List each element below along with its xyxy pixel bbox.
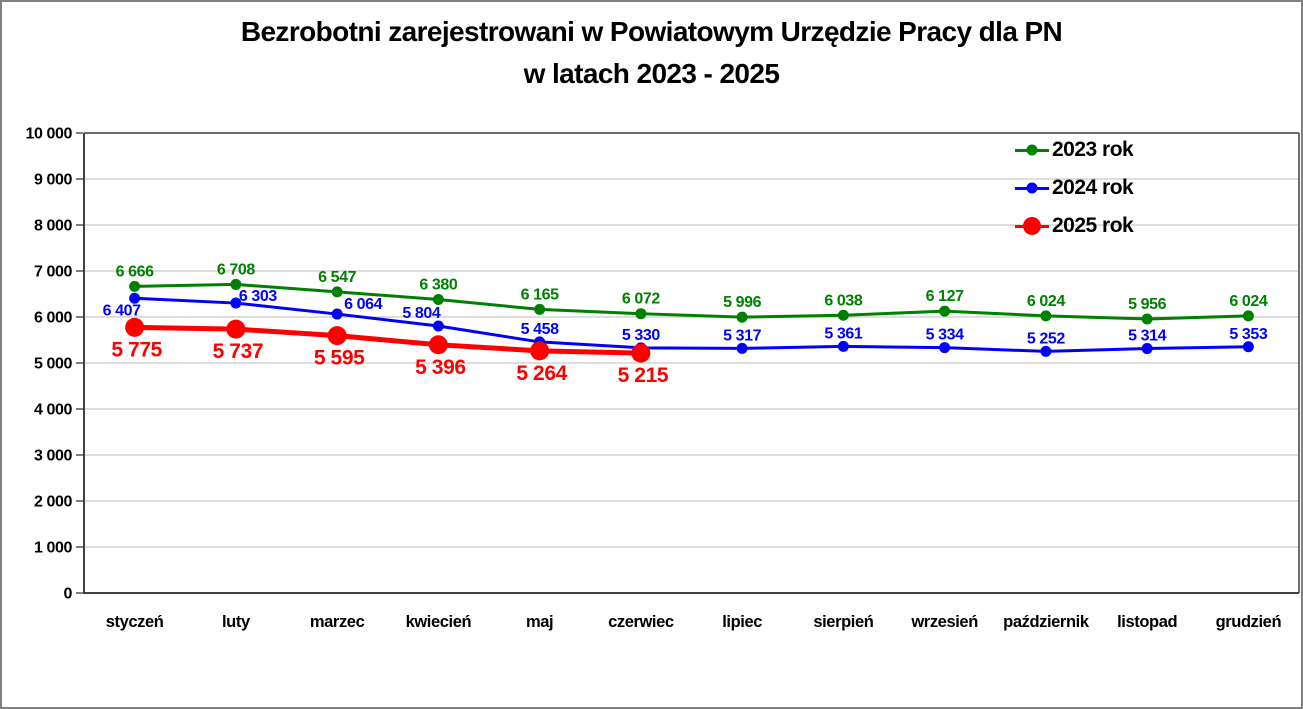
data-point xyxy=(534,303,546,315)
y-axis-label: 7 000 xyxy=(34,264,73,281)
data-point xyxy=(631,343,651,363)
data-label: 6 064 xyxy=(344,296,383,313)
data-label: 6 666 xyxy=(116,263,155,280)
data-label: 5 458 xyxy=(521,321,560,338)
data-label: 6 380 xyxy=(419,277,458,294)
y-axis-label: 0 xyxy=(64,586,73,603)
x-axis-label: maj xyxy=(526,613,553,631)
y-axis-label: 8 000 xyxy=(34,218,73,235)
y-axis-label: 4 000 xyxy=(34,402,73,419)
x-axis-label: lipiec xyxy=(722,613,762,631)
data-point xyxy=(230,297,242,309)
legend-item-2024-rok: 2024 rok xyxy=(1015,169,1134,207)
data-label: 6 407 xyxy=(103,302,142,319)
data-point xyxy=(736,342,748,354)
y-axis-label: 9 000 xyxy=(34,172,73,189)
data-label: 5 264 xyxy=(516,362,567,385)
data-point xyxy=(1040,345,1052,357)
data-label: 5 314 xyxy=(1128,328,1167,345)
data-point xyxy=(1242,341,1254,353)
data-point xyxy=(1141,313,1153,325)
x-axis-label: grudzień xyxy=(1216,613,1282,631)
x-axis-label: wrzesień xyxy=(910,613,978,631)
x-axis-label: luty xyxy=(222,613,251,631)
data-point xyxy=(129,280,141,292)
data-label: 6 165 xyxy=(521,286,560,303)
data-point xyxy=(331,286,343,298)
data-point xyxy=(125,317,145,337)
data-point xyxy=(432,320,444,332)
y-axis-label: 10 000 xyxy=(25,126,72,143)
data-point xyxy=(230,278,242,290)
data-label: 5 215 xyxy=(618,364,669,387)
x-axis-label: sierpień xyxy=(813,613,873,631)
y-axis-label: 3 000 xyxy=(34,448,73,465)
series-line-2024-rok xyxy=(133,296,1250,353)
data-label: 6 547 xyxy=(318,269,357,286)
data-label: 6 127 xyxy=(926,288,965,305)
data-label: 5 956 xyxy=(1128,296,1167,313)
data-point xyxy=(635,308,647,320)
data-label: 5 353 xyxy=(1229,326,1268,343)
legend: 2023 rok 2024 rok 2025 rok xyxy=(1015,131,1134,245)
data-label: 5 252 xyxy=(1027,330,1066,347)
data-point xyxy=(530,341,550,361)
y-axis-label: 6 000 xyxy=(34,310,73,327)
data-point xyxy=(837,309,849,321)
legend-label-2025-rok: 2025 rok xyxy=(1052,214,1134,237)
legend-item-2025-rok: 2025 rok xyxy=(1015,207,1134,245)
data-label: 6 708 xyxy=(217,261,256,278)
y-axis-label: 1 000 xyxy=(34,540,73,557)
data-point xyxy=(939,342,951,354)
x-axis-label: kwiecień xyxy=(406,613,472,631)
x-axis-label: październik xyxy=(1003,613,1090,631)
series-line-2025-rok xyxy=(132,324,644,356)
legend-label-2023-rok: 2023 rok xyxy=(1052,138,1134,161)
chart-title-line2: w latach 2023 - 2025 xyxy=(523,58,780,89)
x-axis-label: marzec xyxy=(310,613,365,631)
data-point xyxy=(327,326,347,346)
data-point xyxy=(226,319,246,339)
series-line-2023-rok xyxy=(133,282,1250,321)
data-point xyxy=(1141,343,1153,355)
data-label: 6 303 xyxy=(239,288,278,305)
data-label: 5 317 xyxy=(723,327,762,344)
y-axis-label: 5 000 xyxy=(34,356,73,373)
legend-label-2024-rok: 2024 rok xyxy=(1052,176,1134,199)
data-label: 5 334 xyxy=(926,327,965,344)
chart-title-line1: Bezrobotni zarejestrowani w Powiatowym U… xyxy=(240,16,1063,47)
data-label: 5 996 xyxy=(723,294,762,311)
legend-marker-2023-rok-icon xyxy=(1015,140,1049,160)
data-label: 5 775 xyxy=(111,338,162,361)
data-label: 5 737 xyxy=(213,340,264,363)
data-point xyxy=(837,340,849,352)
x-axis-label: czerwiec xyxy=(608,613,674,631)
y-axis-label: 2 000 xyxy=(34,494,73,511)
data-point xyxy=(1040,310,1052,322)
data-label: 5 330 xyxy=(622,327,661,344)
x-axis-label: listopad xyxy=(1117,613,1177,631)
chart-title: Bezrobotni zarejestrowani w Powiatowym U… xyxy=(2,11,1301,95)
data-label: 6 024 xyxy=(1229,293,1268,310)
legend-marker-2024-rok-icon xyxy=(1015,178,1049,198)
data-point xyxy=(428,335,448,355)
data-label: 6 024 xyxy=(1027,293,1066,310)
data-point xyxy=(939,305,951,317)
data-point xyxy=(432,294,444,306)
data-label: 6 038 xyxy=(824,292,863,309)
legend-item-2023-rok: 2023 rok xyxy=(1015,131,1134,169)
data-label: 5 804 xyxy=(402,305,441,322)
data-label: 5 361 xyxy=(824,325,863,342)
legend-marker-2025-rok-icon xyxy=(1015,216,1049,236)
data-point xyxy=(736,311,748,323)
data-label: 5 396 xyxy=(415,356,466,379)
data-point xyxy=(331,308,343,320)
data-point xyxy=(1242,310,1254,322)
data-label: 6 072 xyxy=(622,291,661,308)
data-label: 5 595 xyxy=(314,347,365,370)
data-point xyxy=(129,292,141,304)
x-axis-label: styczeń xyxy=(106,613,164,631)
